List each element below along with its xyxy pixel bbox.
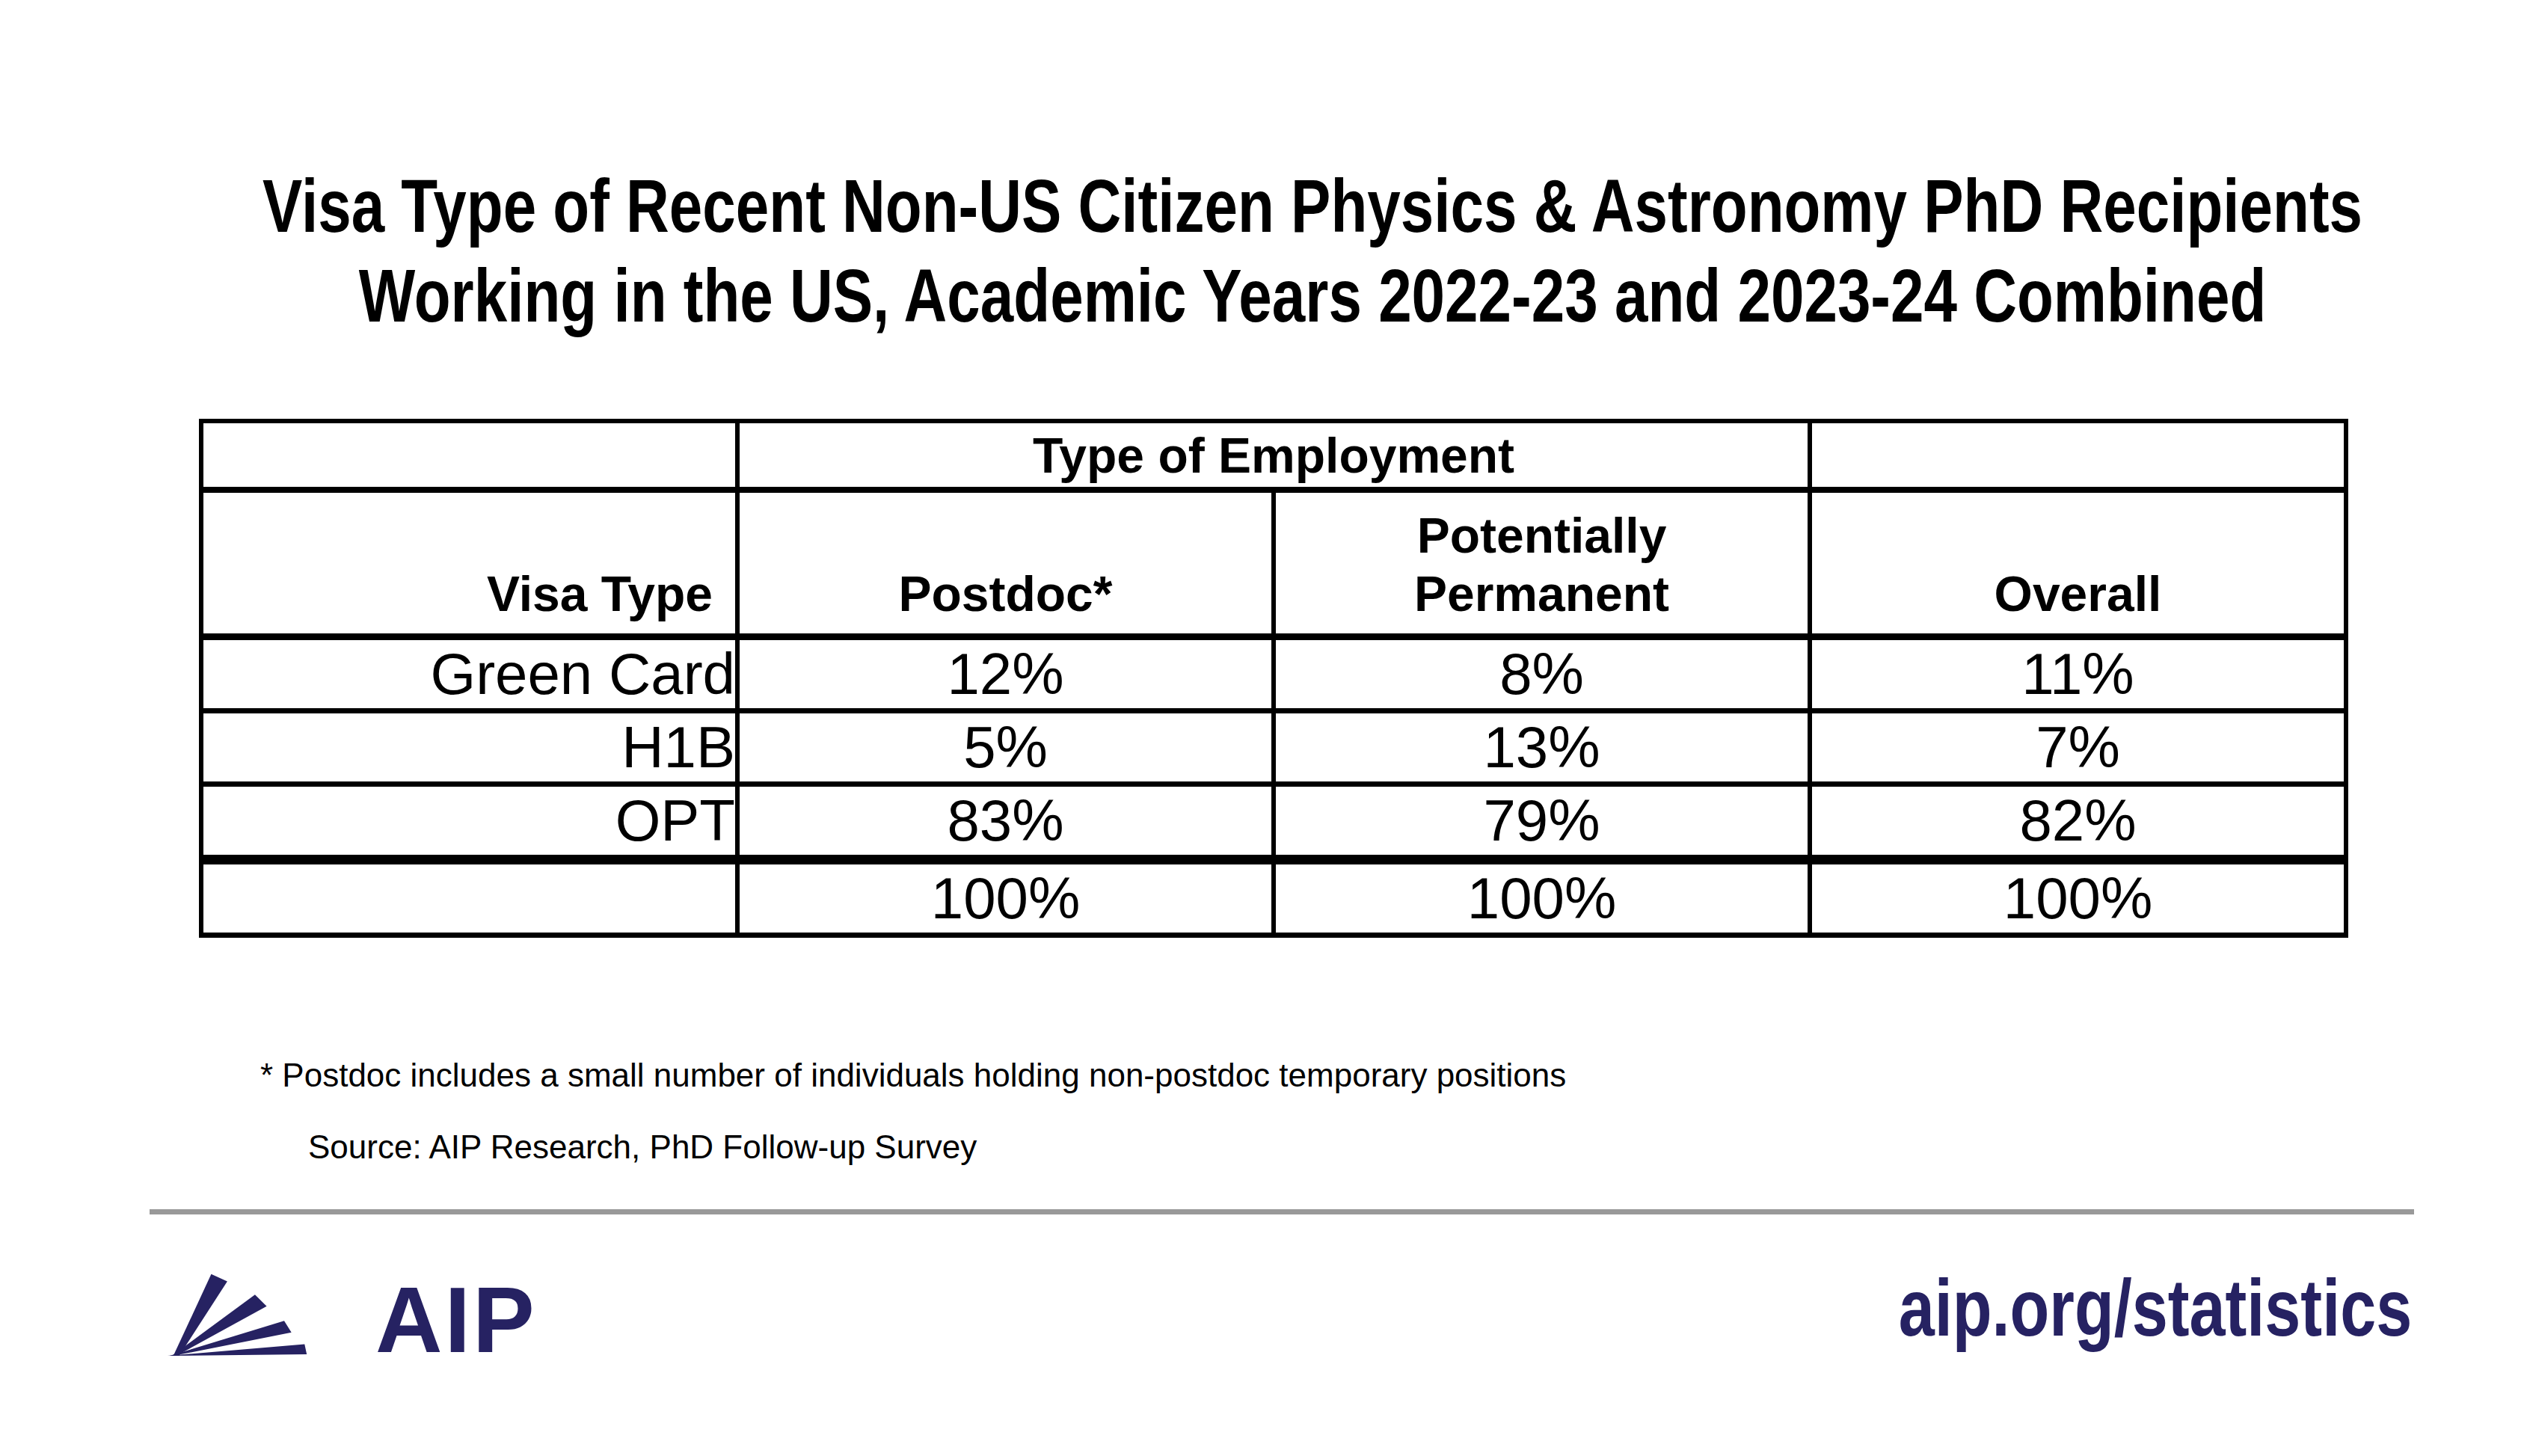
h1b-postdoc-value: 5%: [737, 711, 1274, 784]
table-row-totals: 100% 100% 100%: [201, 860, 2346, 936]
row-label-opt: OPT: [201, 784, 737, 860]
green-card-potentially-permanent-value: 8%: [1274, 637, 1810, 711]
figure-page: Visa Type of Recent Non-US Citizen Physi…: [0, 0, 2524, 1456]
green-card-postdoc-value: 12%: [737, 637, 1274, 711]
table-row-h1b: H1B 5% 13% 7%: [201, 711, 2346, 784]
column-header-visa-type: Visa Type: [201, 490, 737, 637]
visa-type-table: Type of Employment Visa Type Postdoc* Po…: [199, 419, 2348, 938]
row-label-h1b: H1B: [201, 711, 737, 784]
green-card-overall-value: 11%: [1810, 637, 2346, 711]
column-header-postdoc: Postdoc*: [737, 490, 1274, 637]
aip-logo-rays-icon: [166, 1270, 312, 1357]
opt-overall-value: 82%: [1810, 784, 2346, 860]
group-header-empty-left: [201, 421, 737, 490]
column-header-overall: Overall: [1810, 490, 2346, 637]
source-note: Source: AIP Research, PhD Follow-up Surv…: [308, 1128, 977, 1167]
table-header-row: Visa Type Postdoc* Potentially Permanent…: [201, 490, 2346, 637]
h1b-potentially-permanent-value: 13%: [1274, 711, 1810, 784]
opt-potentially-permanent-value: 79%: [1274, 784, 1810, 860]
totals-empty-label: [201, 860, 737, 936]
group-header-empty-right: [1810, 421, 2346, 490]
column-header-potentially: Potentially: [1417, 508, 1667, 563]
totals-postdoc-value: 100%: [737, 860, 1274, 936]
figure-title-line1: Visa Type of Recent Non-US Citizen Physi…: [262, 161, 2362, 251]
totals-overall-value: 100%: [1810, 860, 2346, 936]
aip-statistics-link[interactable]: aip.org/statistics: [1898, 1265, 2412, 1350]
table-group-header-row: Type of Employment: [201, 421, 2346, 490]
table-row-opt: OPT 83% 79% 82%: [201, 784, 2346, 860]
totals-potentially-permanent-value: 100%: [1274, 860, 1810, 936]
postdoc-footnote: * Postdoc includes a small number of ind…: [260, 1056, 1566, 1096]
footer-divider: [150, 1209, 2414, 1214]
group-header-type-of-employment: Type of Employment: [737, 421, 1810, 490]
figure-title: Visa Type of Recent Non-US Citizen Physi…: [0, 161, 2524, 340]
table-row-green-card: Green Card 12% 8% 11%: [201, 637, 2346, 711]
aip-logo-wordmark: AIP: [375, 1271, 537, 1369]
opt-postdoc-value: 83%: [737, 784, 1274, 860]
row-label-green-card: Green Card: [201, 637, 737, 711]
column-header-potentially-permanent: Potentially Permanent: [1274, 490, 1810, 637]
column-header-permanent: Permanent: [1414, 566, 1669, 621]
figure-title-line2: Working in the US, Academic Years 2022-2…: [262, 251, 2362, 340]
h1b-overall-value: 7%: [1810, 711, 2346, 784]
